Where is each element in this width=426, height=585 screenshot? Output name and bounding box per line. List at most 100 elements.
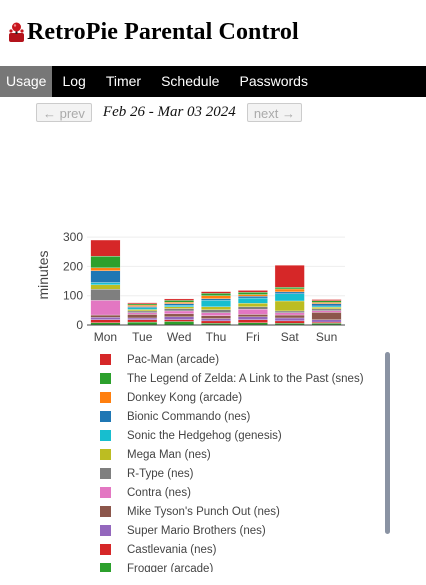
- tab-usage[interactable]: Usage: [0, 66, 53, 97]
- bar-segment: [201, 293, 231, 296]
- next-week-button[interactable]: next →: [246, 103, 302, 122]
- legend-item[interactable]: Donkey Kong (arcade): [88, 388, 390, 407]
- legend-swatch: [100, 430, 111, 441]
- bar-segment: [127, 306, 158, 308]
- legend-item[interactable]: The Legend of Zelda: A Link to the Past …: [88, 369, 390, 388]
- x-tick-label: Sun: [316, 330, 337, 344]
- bar-segment: [127, 310, 158, 313]
- prev-week-button[interactable]: ← prev: [36, 103, 92, 122]
- bar-segment: [237, 297, 268, 304]
- bar-segment: [90, 284, 121, 290]
- bar-segment: [237, 294, 268, 297]
- bar-segment: [201, 298, 231, 301]
- legend-item[interactable]: Contra (nes): [88, 483, 390, 502]
- legend-swatch: [100, 373, 111, 384]
- legend-item[interactable]: Mike Tyson's Punch Out (nes): [88, 502, 390, 521]
- bar-segment: [164, 319, 195, 322]
- bar-segment: [164, 300, 195, 303]
- legend-swatch: [100, 544, 111, 555]
- bar-segment: [274, 293, 305, 302]
- legend-item[interactable]: Pac-Man (arcade): [88, 350, 390, 369]
- y-tick-label: 0: [76, 318, 83, 332]
- y-tick-label: 300: [63, 230, 83, 244]
- legend-swatch: [100, 487, 111, 498]
- bar-segment: [127, 312, 158, 315]
- app-header: RetroPie Parental Control: [8, 16, 299, 48]
- legend-label: Frogger (arcade): [127, 562, 214, 573]
- bar-segment: [90, 267, 121, 271]
- bar-segment: [164, 301, 195, 304]
- legend-scrollbar[interactable]: [385, 352, 390, 534]
- legend-swatch: [100, 449, 111, 460]
- bar-segment: [127, 319, 158, 323]
- bar-segment: [201, 309, 231, 313]
- legend-item[interactable]: Frogger (arcade): [88, 559, 390, 572]
- legend-label: The Legend of Zelda: A Link to the Past …: [127, 372, 364, 385]
- bar-segment: [311, 299, 342, 301]
- legend-item[interactable]: Mega Man (nes): [88, 445, 390, 464]
- bar-segment: [201, 291, 231, 294]
- bar-segment: [164, 303, 195, 306]
- bar-segment: [90, 282, 121, 286]
- legend-label: Super Mario Brothers (nes): [127, 524, 266, 537]
- legend-item[interactable]: Sonic the Hedgehog (genesis): [88, 426, 390, 445]
- bar-segment: [274, 314, 305, 319]
- bar-segment: [127, 307, 158, 310]
- legend-label: Bionic Commando (nes): [127, 410, 251, 423]
- bar-segment: [237, 306, 268, 310]
- bar-segment: [164, 316, 195, 320]
- bar-segment: [237, 292, 268, 295]
- bar-segment: [311, 319, 342, 323]
- bar-segment: [311, 321, 342, 324]
- legend-swatch: [100, 354, 111, 365]
- legend-item[interactable]: R-Type (nes): [88, 464, 390, 483]
- bar-segment: [311, 310, 342, 313]
- bar-segment: [201, 295, 231, 299]
- bar-segment: [127, 314, 158, 319]
- legend-label: R-Type (nes): [127, 467, 194, 480]
- y-tick-label: 200: [63, 259, 83, 273]
- legend-swatch: [100, 506, 111, 517]
- legend-label: Pac-Man (arcade): [127, 353, 220, 366]
- bar-segment: [274, 291, 305, 294]
- bar-segment: [127, 304, 158, 307]
- legend-swatch: [100, 392, 111, 403]
- legend-item[interactable]: Super Mario Brothers (nes): [88, 521, 390, 540]
- main-nav: Usage Log Timer Schedule Passwords: [0, 66, 426, 97]
- bar-segment: [201, 306, 231, 310]
- joystick-icon: [9, 22, 24, 42]
- bar-segment: [237, 314, 268, 317]
- bar-segment: [201, 312, 231, 316]
- bar-segment: [274, 312, 305, 316]
- week-range: Feb 26 - Mar 03 2024: [102, 104, 236, 120]
- tab-passwords[interactable]: Passwords: [239, 73, 308, 89]
- bar-segment: [90, 314, 121, 318]
- legend-swatch: [100, 468, 111, 479]
- tab-timer[interactable]: Timer: [105, 73, 142, 89]
- bar-segment: [237, 290, 268, 293]
- tab-log[interactable]: Log: [62, 73, 86, 89]
- bar-segment: [274, 310, 305, 313]
- bar-segment: [274, 265, 305, 288]
- bar-segment: [274, 320, 305, 324]
- bar-segment: [127, 309, 158, 312]
- bar-segment: [90, 319, 121, 323]
- bar-segment: [90, 317, 121, 320]
- bar-segment: [237, 316, 268, 320]
- bar-segment: [201, 318, 231, 322]
- bar-segment: [164, 310, 195, 315]
- bar-segment: [311, 312, 342, 320]
- bar-segment: [311, 308, 342, 311]
- legend-item[interactable]: Castlevania (nes): [88, 540, 390, 559]
- legend-item[interactable]: Bionic Commando (nes): [88, 407, 390, 426]
- legend-swatch: [100, 563, 111, 572]
- bar-segment: [311, 302, 342, 304]
- legend-label: Donkey Kong (arcade): [127, 391, 243, 404]
- x-tick-label: Tue: [132, 330, 153, 344]
- bar-segment: [311, 300, 342, 303]
- week-navigation: ← prev Feb 26 - Mar 03 2024 next →: [36, 102, 302, 123]
- tab-schedule[interactable]: Schedule: [161, 73, 220, 89]
- bar-segment: [237, 319, 268, 323]
- x-tick-label: Sat: [281, 330, 300, 344]
- legend-label: Castlevania (nes): [127, 543, 217, 556]
